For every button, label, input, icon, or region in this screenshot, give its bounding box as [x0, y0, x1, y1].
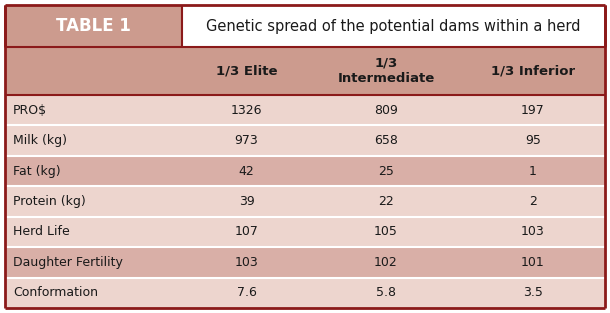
Text: Fat (kg): Fat (kg) [13, 165, 60, 177]
Text: 103: 103 [235, 256, 259, 269]
Bar [5, 217, 605, 247]
Text: 1: 1 [529, 165, 537, 177]
Text: 1/3 Inferior: 1/3 Inferior [491, 64, 575, 78]
Text: 7.6: 7.6 [237, 286, 256, 299]
Text: 5.8: 5.8 [376, 286, 396, 299]
Text: 809: 809 [374, 104, 398, 117]
Text: Conformation: Conformation [13, 286, 98, 299]
Text: 22: 22 [378, 195, 394, 208]
Bar [182, 5, 605, 47]
Text: 107: 107 [235, 225, 259, 239]
Text: 1/3
Intermediate: 1/3 Intermediate [337, 57, 434, 85]
Text: 103: 103 [521, 225, 545, 239]
Bar [5, 186, 605, 217]
Text: Genetic spread of the potential dams within a herd: Genetic spread of the potential dams wit… [206, 18, 581, 33]
Text: 102: 102 [374, 256, 398, 269]
Text: 42: 42 [239, 165, 254, 177]
Text: 1326: 1326 [231, 104, 262, 117]
Text: Protein (kg): Protein (kg) [13, 195, 86, 208]
Text: 197: 197 [521, 104, 545, 117]
Bar [5, 95, 605, 126]
Bar [5, 278, 605, 308]
Text: 101: 101 [521, 256, 545, 269]
Bar [5, 47, 605, 95]
Bar [5, 156, 605, 186]
Text: 105: 105 [374, 225, 398, 239]
Text: Milk (kg): Milk (kg) [13, 134, 67, 147]
Text: 39: 39 [239, 195, 254, 208]
Text: 3.5: 3.5 [523, 286, 543, 299]
Text: 973: 973 [235, 134, 259, 147]
Text: 658: 658 [374, 134, 398, 147]
Bar [5, 5, 182, 47]
Bar [5, 126, 605, 156]
Text: PRO$: PRO$ [13, 104, 47, 117]
Text: 95: 95 [525, 134, 541, 147]
Bar [5, 247, 605, 278]
Text: TABLE 1: TABLE 1 [56, 17, 131, 35]
Text: 1/3 Elite: 1/3 Elite [216, 64, 278, 78]
Text: Herd Life: Herd Life [13, 225, 70, 239]
Text: 25: 25 [378, 165, 394, 177]
Text: Daughter Fertility: Daughter Fertility [13, 256, 123, 269]
Text: 2: 2 [529, 195, 537, 208]
